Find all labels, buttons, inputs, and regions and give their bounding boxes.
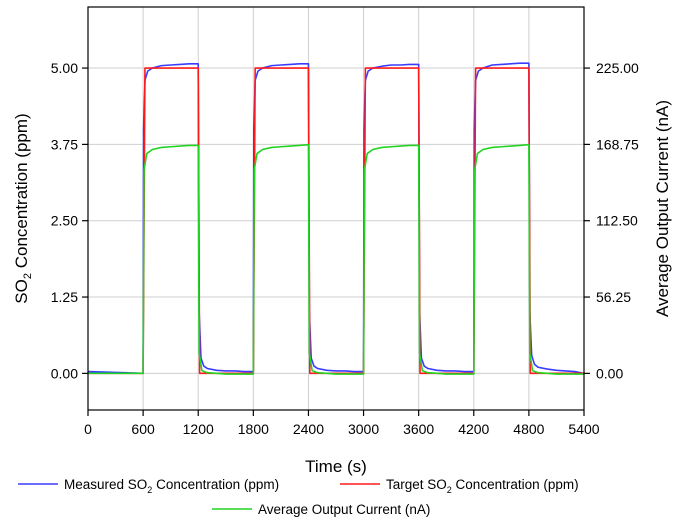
x-tick-label: 4800 xyxy=(513,421,544,437)
y-tick-label: 0.00 xyxy=(51,365,78,381)
y-axis-label-rest: Concentration (ppm) xyxy=(12,113,31,273)
y2-tick-label: 56.25 xyxy=(596,289,631,305)
x-tick-label: 1800 xyxy=(238,421,269,437)
legend-label-current: Average Output Current (nA) xyxy=(258,502,430,517)
x-tick-label: 5400 xyxy=(568,421,599,437)
y-axis-label-main: SO xyxy=(12,279,31,304)
x-tick-label: 2400 xyxy=(293,421,324,437)
legend-label-target: Target SO2 Concentration (ppm) xyxy=(386,477,579,495)
legend-label-measured: Measured SO2 Concentration (ppm) xyxy=(64,477,279,495)
y2-tick-label: 0.00 xyxy=(596,365,623,381)
legend-item-measured: Measured SO2 Concentration (ppm) xyxy=(18,477,279,495)
tick-layer: 0 600 1200 1800 2400 3000 3600 4200 4800 5400 0.00… xyxy=(51,60,639,437)
y2-tick-label: 225.00 xyxy=(596,60,639,76)
series-layer xyxy=(87,62,585,375)
legend-item-current: Average Output Current (nA) xyxy=(212,502,430,517)
y-axis-label: SO2 Concentration (ppm) xyxy=(12,113,34,303)
plot-frame xyxy=(87,6,585,411)
y-tick-label: 3.75 xyxy=(51,136,78,152)
x-tick-label: 4200 xyxy=(458,421,489,437)
y-tick-label: 5.00 xyxy=(51,60,78,76)
x-tick-label: 1200 xyxy=(183,421,214,437)
y2-axis-label: Average Output Current (nA) xyxy=(653,100,672,317)
y-axis-label-subscript: 2 xyxy=(22,273,34,279)
y2-tick-label: 168.75 xyxy=(596,136,639,152)
y-tick-label: 1.25 xyxy=(51,289,78,305)
x-axis-label: Time (s) xyxy=(305,457,367,476)
legend-item-target: Target SO2 Concentration (ppm) xyxy=(340,477,579,495)
y2-tick-label: 112.50 xyxy=(596,213,638,229)
x-tick-label: 3000 xyxy=(348,421,379,437)
series-line-current xyxy=(88,143,584,375)
y-tick-label: 2.50 xyxy=(51,213,78,229)
series-line-measured xyxy=(87,62,585,375)
x-tick-label: 3600 xyxy=(403,421,434,437)
legend: Measured SO2 Concentration (ppm) Target S… xyxy=(18,477,579,517)
x-tick-label: 600 xyxy=(131,421,155,437)
x-tick-label: 0 xyxy=(84,421,92,437)
